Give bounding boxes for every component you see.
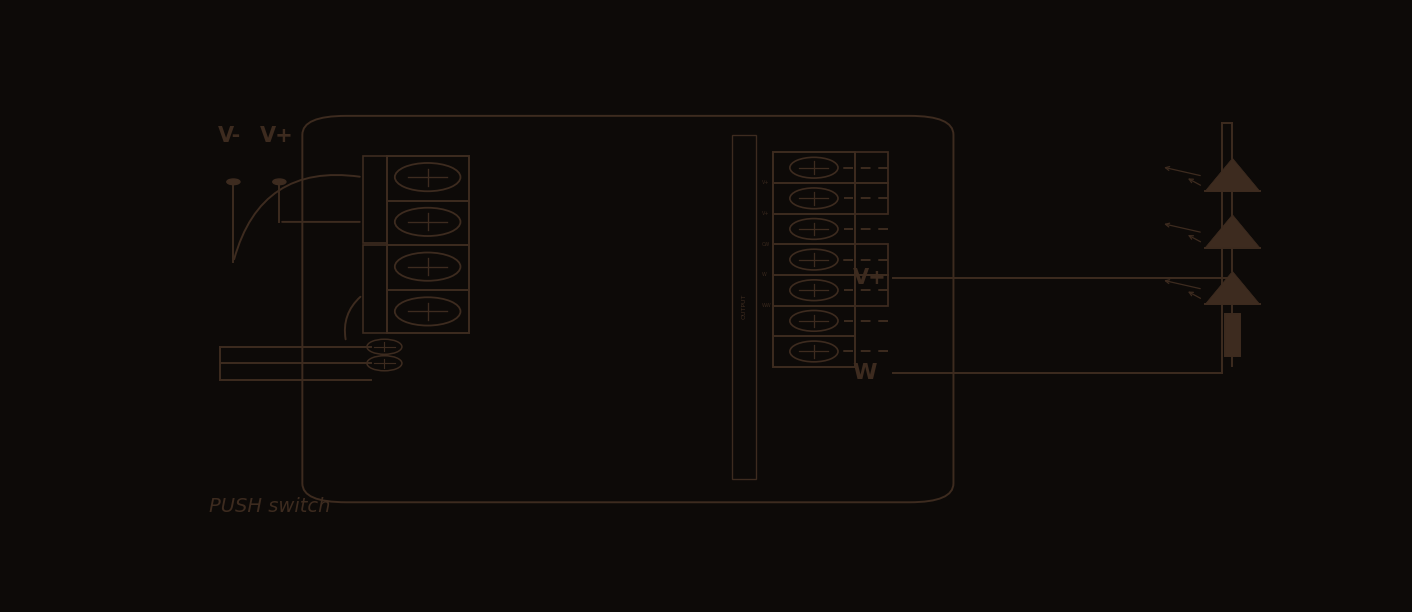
Polygon shape <box>1204 271 1260 304</box>
Polygon shape <box>1204 215 1260 248</box>
Polygon shape <box>1204 159 1260 191</box>
Bar <box>772 152 856 367</box>
Text: V+: V+ <box>762 181 770 185</box>
Text: V+: V+ <box>260 127 294 146</box>
Text: CW: CW <box>762 242 770 247</box>
Bar <box>856 152 888 214</box>
Text: WW: WW <box>762 303 772 308</box>
Bar <box>363 156 387 243</box>
Circle shape <box>227 179 240 185</box>
Text: OUTPUT: OUTPUT <box>741 294 747 319</box>
Bar <box>1224 313 1240 356</box>
Text: W: W <box>762 272 767 277</box>
Text: W: W <box>853 363 877 382</box>
Bar <box>363 245 387 332</box>
Circle shape <box>273 179 287 185</box>
Bar <box>387 156 469 332</box>
Bar <box>733 135 757 479</box>
Text: PUSH switch: PUSH switch <box>209 498 330 517</box>
Text: V+: V+ <box>762 211 770 216</box>
Bar <box>856 244 888 305</box>
Bar <box>1224 313 1240 356</box>
Text: V+: V+ <box>853 269 887 288</box>
Text: V-: V- <box>217 127 240 146</box>
